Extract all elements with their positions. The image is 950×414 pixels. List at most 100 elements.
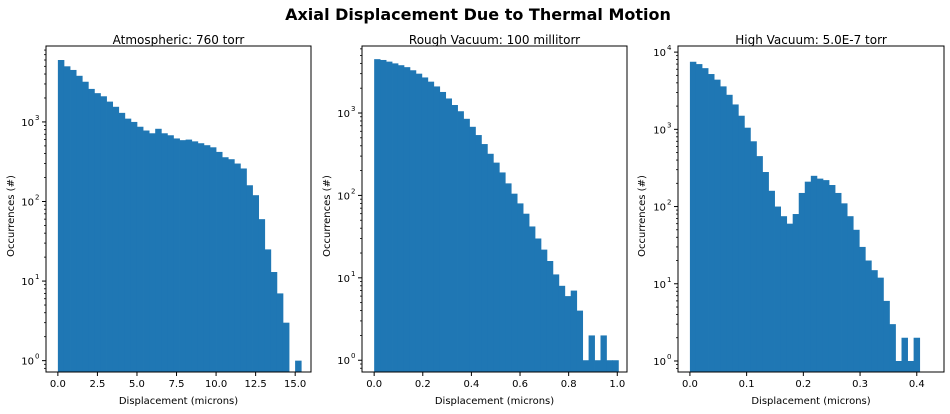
histogram-bar bbox=[913, 337, 921, 372]
histogram-bar bbox=[76, 75, 83, 373]
histogram-bar bbox=[689, 61, 697, 372]
histogram-bar bbox=[895, 360, 902, 372]
x-tick-label: 0.3 bbox=[852, 379, 868, 390]
histogram-bar bbox=[228, 159, 235, 372]
histogram-bar bbox=[209, 147, 217, 372]
histogram-bar bbox=[130, 121, 138, 373]
histogram-bar bbox=[883, 300, 890, 372]
bars bbox=[689, 61, 921, 373]
x-tick-label: 0.4 bbox=[909, 379, 925, 390]
x-tick-label: 0.1 bbox=[739, 379, 755, 390]
histogram-bar bbox=[203, 145, 211, 372]
histogram-bar bbox=[529, 226, 536, 372]
y-axis-label: Occurrences (#) bbox=[637, 175, 648, 257]
x-tick-label: 0.6 bbox=[512, 379, 528, 390]
axes-frame bbox=[45, 45, 312, 373]
histogram-bar bbox=[445, 98, 452, 372]
x-tick-label: 2.5 bbox=[89, 379, 105, 390]
histogram-bar bbox=[216, 151, 223, 372]
histogram-bar bbox=[714, 79, 721, 373]
histogram-bar bbox=[124, 118, 132, 372]
histogram-bar bbox=[252, 195, 260, 372]
histogram-bar bbox=[386, 61, 393, 372]
histogram-bar bbox=[487, 153, 494, 372]
histogram-bar bbox=[804, 181, 812, 372]
histogram-bar bbox=[499, 172, 506, 372]
y-axis-label: Occurrences (#) bbox=[6, 175, 17, 257]
y-axis-label: Occurrences (#) bbox=[322, 175, 333, 257]
histogram-bar bbox=[517, 203, 524, 372]
histogram-bar bbox=[112, 106, 120, 372]
histogram-bar bbox=[88, 88, 95, 372]
histogram-bar bbox=[94, 93, 101, 373]
y-tick-label: 10 bbox=[21, 118, 34, 129]
panel-rough-vacuum: Rough Vacuum: 100 millitorr Displacement… bbox=[322, 33, 628, 407]
histogram-bar bbox=[70, 69, 77, 372]
histogram-bar bbox=[901, 337, 908, 372]
histogram-bar bbox=[762, 172, 769, 372]
histogram-bar bbox=[600, 335, 607, 372]
histogram-bar bbox=[155, 128, 162, 372]
histogram-bar bbox=[264, 249, 272, 372]
histogram-bar bbox=[234, 163, 241, 372]
histogram-bar bbox=[463, 118, 470, 372]
histogram-bar bbox=[780, 216, 788, 372]
histogram-bar bbox=[594, 360, 601, 372]
histogram-bar bbox=[439, 91, 447, 373]
x-tick-label: 15.0 bbox=[284, 379, 306, 390]
histogram-bar bbox=[246, 185, 253, 372]
x-tick-label: 0.8 bbox=[561, 379, 577, 390]
y-tick-exponent: 2 bbox=[351, 187, 355, 195]
histogram-bar bbox=[702, 68, 709, 373]
histogram-bar bbox=[282, 322, 290, 372]
histogram-bar bbox=[258, 219, 266, 372]
y-tick-exponent: 1 bbox=[35, 273, 39, 281]
histogram-bar bbox=[798, 192, 806, 372]
y-tick-exponent: 3 bbox=[351, 105, 355, 113]
histogram-bar bbox=[161, 133, 168, 372]
histogram-bar bbox=[240, 168, 247, 372]
histogram-bar bbox=[505, 183, 512, 372]
histogram-bar bbox=[433, 86, 441, 372]
x-axis-label: Displacement (microns) bbox=[435, 396, 554, 407]
histogram-bar bbox=[907, 360, 915, 372]
histogram-bar bbox=[822, 180, 830, 372]
histogram-bar bbox=[738, 115, 745, 372]
histogram-bar bbox=[475, 135, 482, 372]
histogram-bar bbox=[57, 60, 65, 372]
x-tick-label: 0.2 bbox=[415, 379, 431, 390]
y-tick-exponent: 0 bbox=[667, 353, 671, 361]
histogram-bar bbox=[409, 70, 417, 372]
x-tick-label: 0.2 bbox=[795, 379, 811, 390]
x-tick-label: 0.0 bbox=[682, 379, 698, 390]
histogram-bar bbox=[118, 112, 126, 373]
panel-atmospheric: Atmospheric: 760 torr Displacement (micr… bbox=[6, 33, 312, 407]
x-tick-label: 7.5 bbox=[169, 379, 185, 390]
histogram-bar bbox=[523, 213, 530, 372]
histogram-bar bbox=[374, 59, 381, 372]
histogram-bar bbox=[276, 293, 284, 372]
y-tick-label: 10 bbox=[653, 357, 666, 368]
axes-frame bbox=[361, 45, 628, 373]
panel-title: Atmospheric: 760 torr bbox=[113, 33, 245, 47]
histogram-bar bbox=[82, 81, 89, 373]
y-tick-label: 10 bbox=[337, 356, 350, 367]
histogram-bar bbox=[720, 86, 727, 372]
panel-title: Rough Vacuum: 100 millitorr bbox=[409, 33, 580, 47]
histogram-bar bbox=[847, 216, 854, 372]
bars bbox=[57, 60, 302, 373]
histogram-bar bbox=[222, 157, 229, 372]
panel-title: High Vacuum: 5.0E-7 torr bbox=[735, 33, 887, 47]
histogram-bar bbox=[582, 360, 589, 372]
histogram-bar bbox=[427, 81, 435, 372]
x-axis-label: Displacement (microns) bbox=[119, 396, 238, 407]
histogram-bar bbox=[695, 64, 703, 372]
histogram-bar bbox=[877, 277, 884, 372]
histogram-bar bbox=[871, 270, 878, 372]
x-tick-label: 10.0 bbox=[205, 379, 227, 390]
x-tick-label: 0.0 bbox=[50, 379, 66, 390]
histogram-bar bbox=[768, 190, 775, 372]
histogram-bar bbox=[421, 77, 429, 372]
